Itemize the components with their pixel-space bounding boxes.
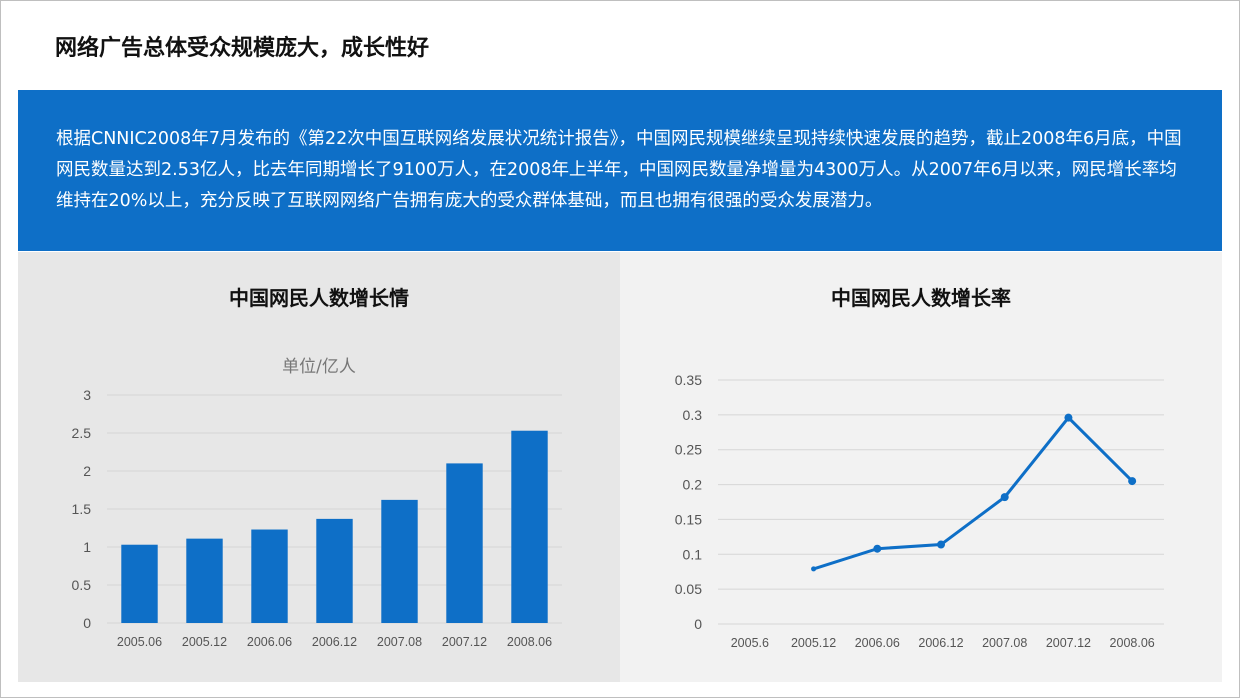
x-tick-label: 2005.12 bbox=[182, 635, 227, 649]
unit-label: 单位/亿人 bbox=[282, 357, 356, 377]
x-tick-label: 2008.06 bbox=[507, 635, 552, 649]
y-tick-label: 0.1 bbox=[683, 546, 703, 562]
y-tick-label: 0.5 bbox=[72, 577, 92, 593]
data-point bbox=[1000, 493, 1009, 502]
y-tick-label: 0.35 bbox=[675, 372, 702, 388]
line-chart-title: 中国网民人数增长率 bbox=[831, 286, 1011, 310]
y-tick-label: 0 bbox=[83, 615, 91, 631]
y-tick-label: 1 bbox=[83, 539, 91, 555]
bar-chart-title: 中国网民人数增长情 bbox=[229, 286, 409, 310]
x-tick-label: 2007.12 bbox=[1046, 636, 1091, 650]
bar bbox=[316, 518, 353, 623]
bar bbox=[251, 529, 288, 623]
x-tick-label: 2005.12 bbox=[791, 636, 836, 650]
y-tick-label: 0.3 bbox=[683, 407, 703, 423]
data-point bbox=[1128, 477, 1137, 486]
y-tick-label: 2 bbox=[83, 463, 91, 479]
slide-title: 网络广告总体受众规模庞大，成长性好 bbox=[55, 36, 430, 61]
y-tick-label: 0 bbox=[694, 616, 702, 632]
y-tick-label: 1.5 bbox=[72, 501, 92, 517]
data-point bbox=[1064, 413, 1073, 422]
x-tick-label: 2008.06 bbox=[1110, 636, 1155, 650]
x-tick-label: 2007.12 bbox=[442, 635, 487, 649]
bar bbox=[121, 544, 158, 623]
summary-banner: 根据CNNIC2008年7月发布的《第22次中国互联网络发展状况统计报告》，中国… bbox=[18, 90, 1222, 251]
x-tick-label: 2005.6 bbox=[731, 636, 769, 650]
bar bbox=[446, 463, 483, 623]
data-point bbox=[873, 544, 882, 553]
x-tick-label: 2006.06 bbox=[855, 636, 900, 650]
y-tick-label: 3 bbox=[83, 387, 91, 403]
y-tick-label: 0.25 bbox=[675, 442, 702, 458]
bar bbox=[511, 430, 548, 623]
x-tick-label: 2006.06 bbox=[247, 635, 292, 649]
data-point bbox=[937, 540, 945, 549]
data-point bbox=[811, 566, 817, 572]
bar bbox=[381, 499, 418, 623]
series-line bbox=[813, 415, 1134, 571]
bar bbox=[186, 538, 223, 623]
x-tick-label: 2007.08 bbox=[982, 636, 1027, 650]
x-tick-label: 2007.08 bbox=[377, 635, 422, 649]
x-tick-label: 2005.06 bbox=[117, 635, 162, 649]
line-chart-panel bbox=[620, 252, 1222, 682]
y-tick-label: 0.05 bbox=[675, 581, 702, 597]
x-tick-label: 2006.12 bbox=[918, 636, 963, 650]
x-tick-label: 2006.12 bbox=[312, 635, 357, 649]
y-tick-label: 0.2 bbox=[683, 477, 703, 493]
y-tick-label: 0.15 bbox=[675, 511, 702, 527]
y-tick-label: 2.5 bbox=[72, 425, 92, 441]
